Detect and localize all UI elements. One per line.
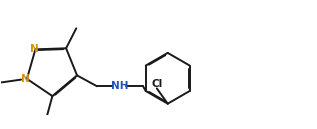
Text: NH: NH [111, 80, 128, 91]
Text: N: N [21, 74, 30, 84]
Text: N: N [29, 44, 38, 54]
Text: Cl: Cl [152, 79, 163, 89]
